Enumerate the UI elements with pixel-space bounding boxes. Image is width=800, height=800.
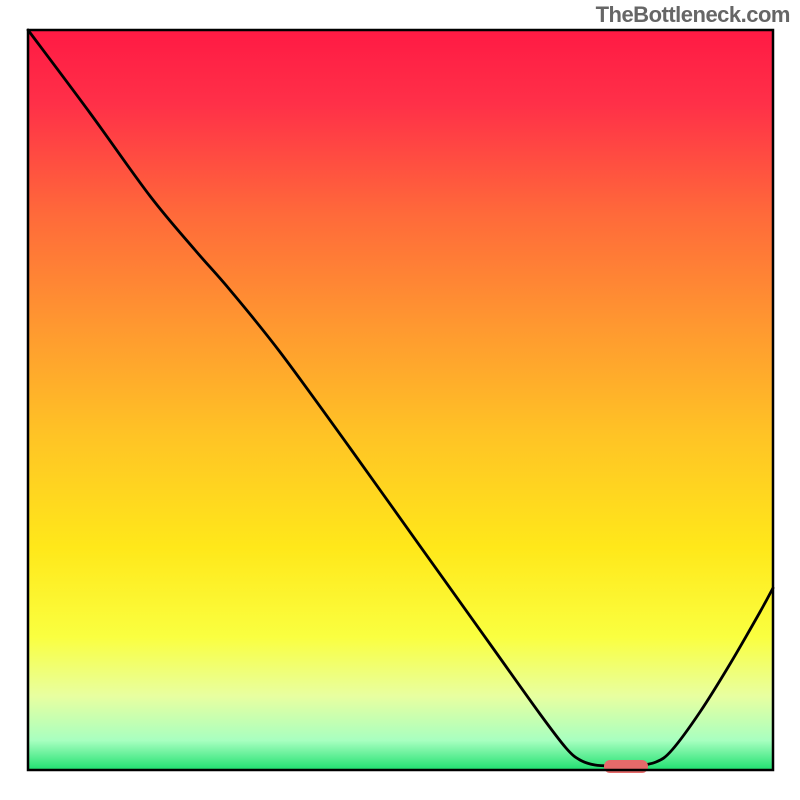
watermark-text: TheBottleneck.com: [596, 2, 790, 28]
chart-background: [28, 30, 773, 770]
bottleneck-chart: [0, 0, 800, 800]
